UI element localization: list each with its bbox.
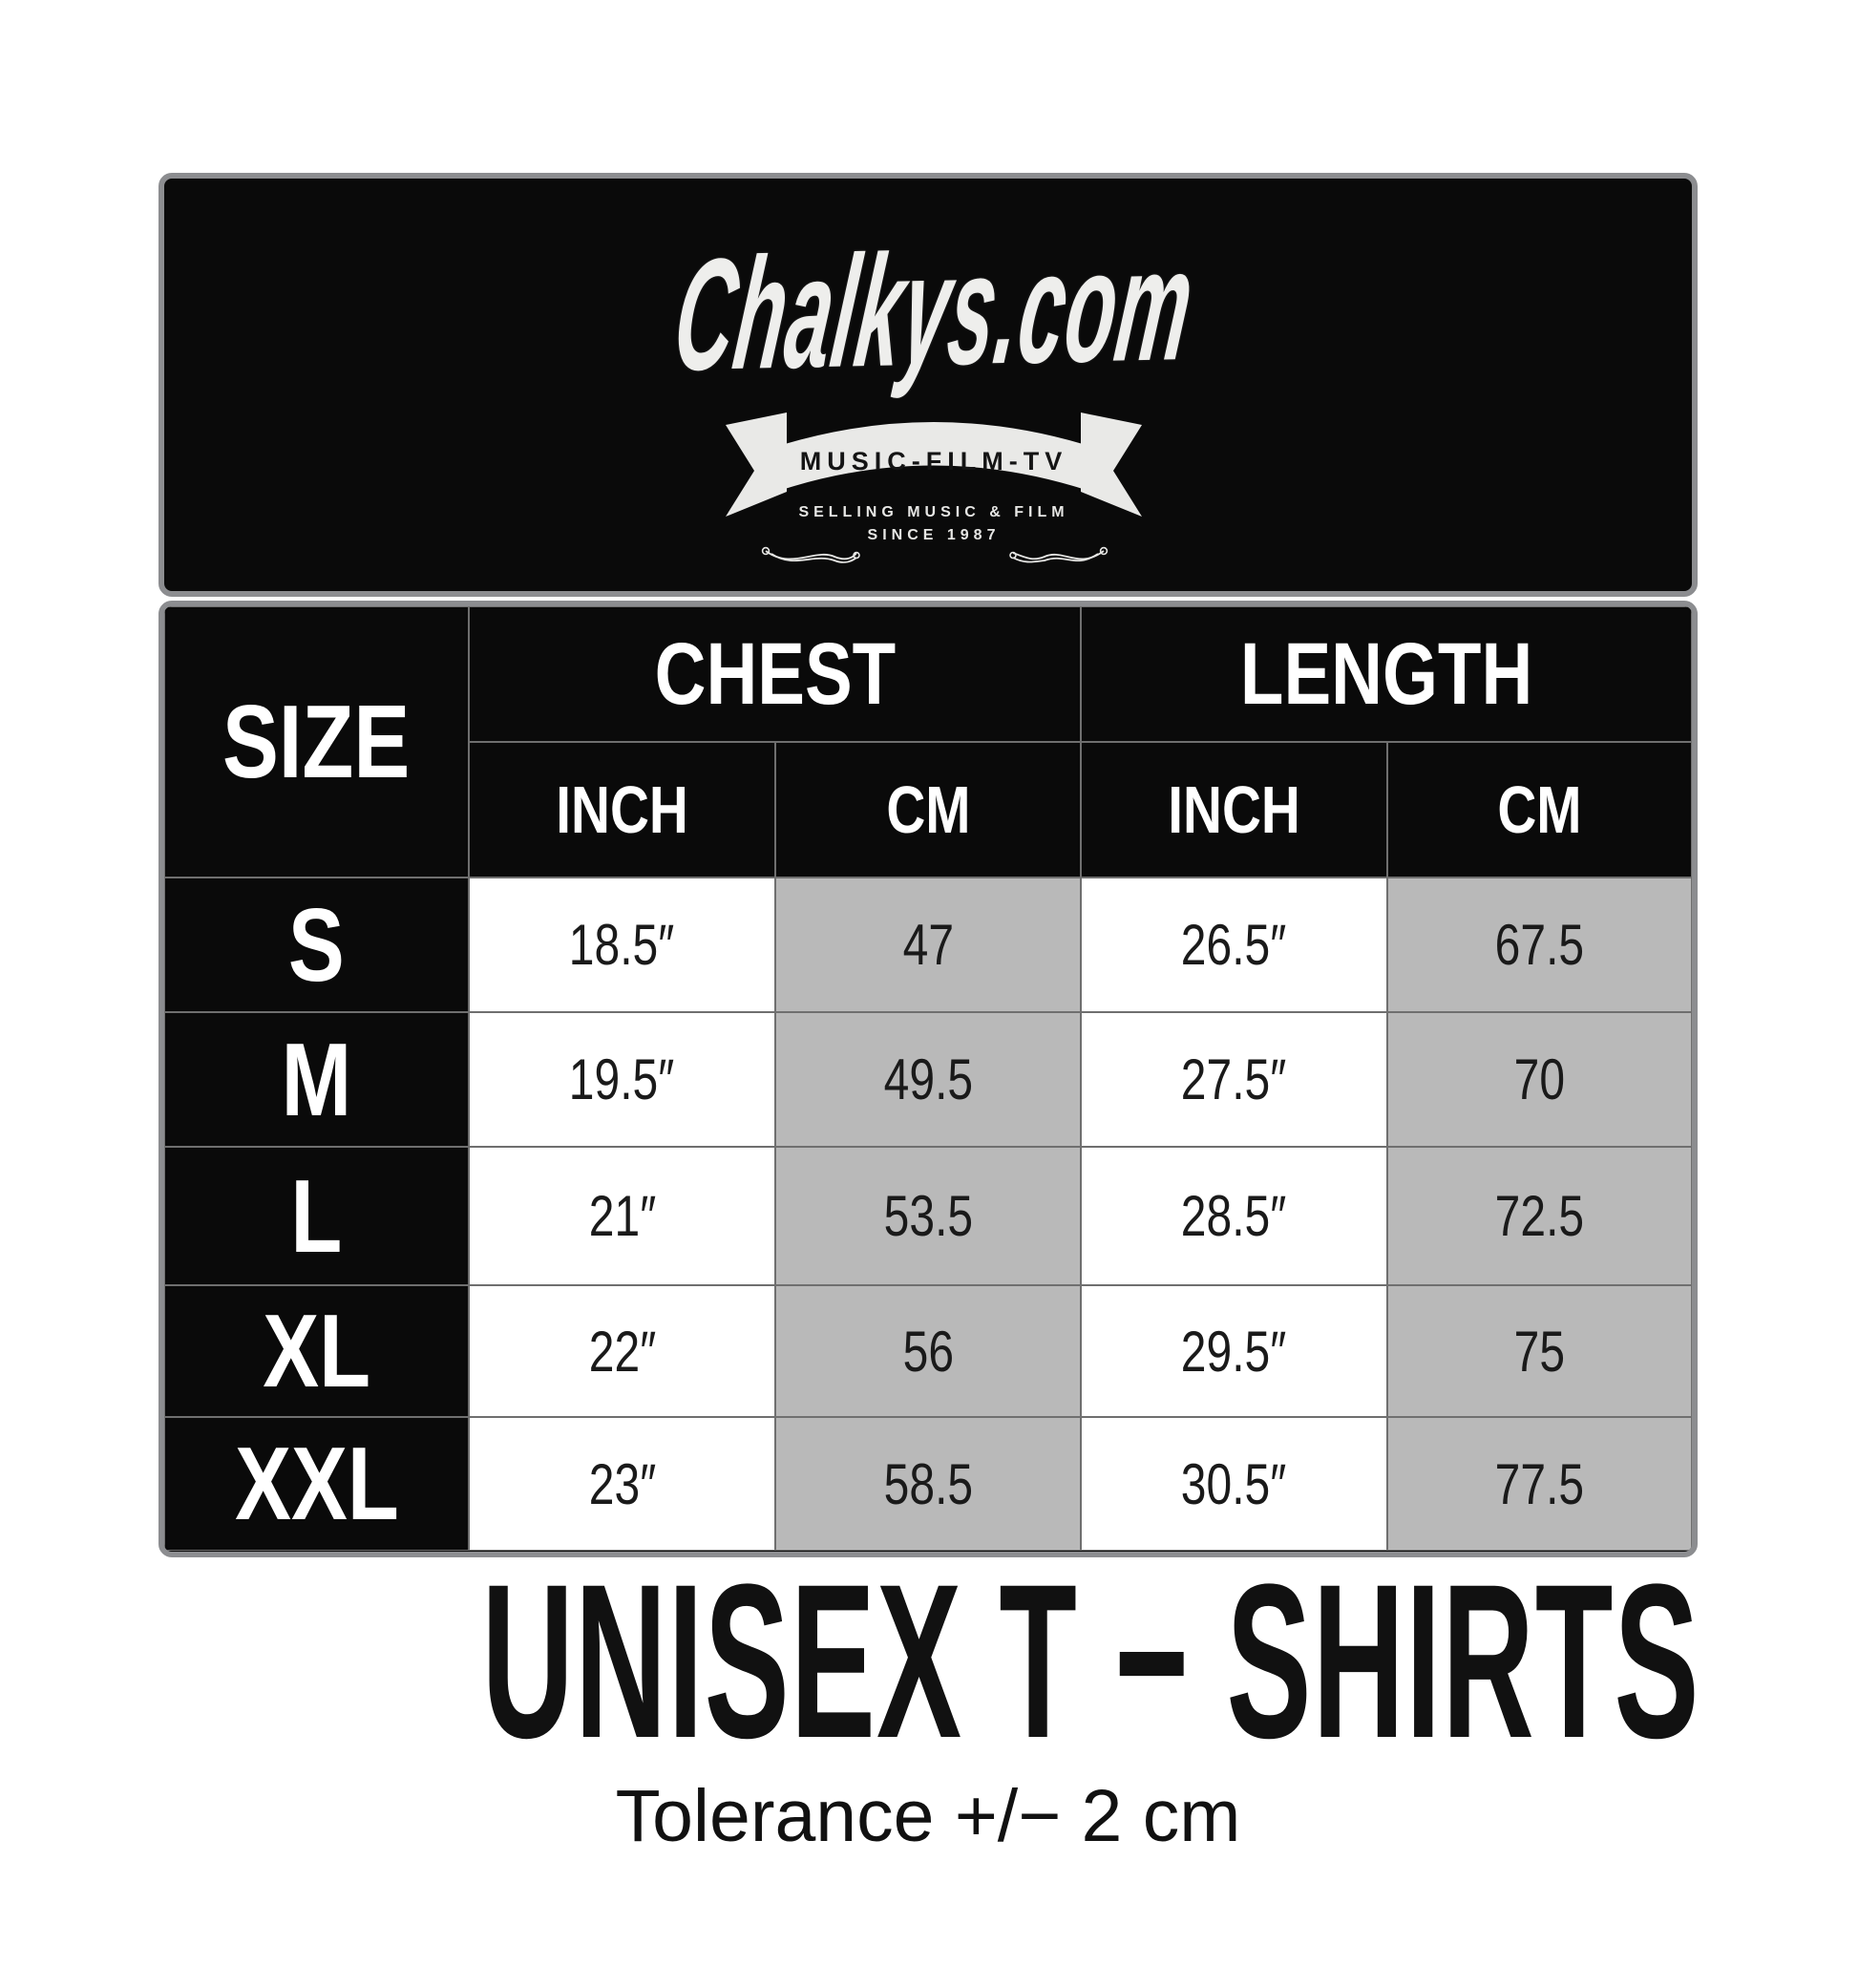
svg-text:MUSIC-FILM-TV: MUSIC-FILM-TV (800, 447, 1067, 476)
